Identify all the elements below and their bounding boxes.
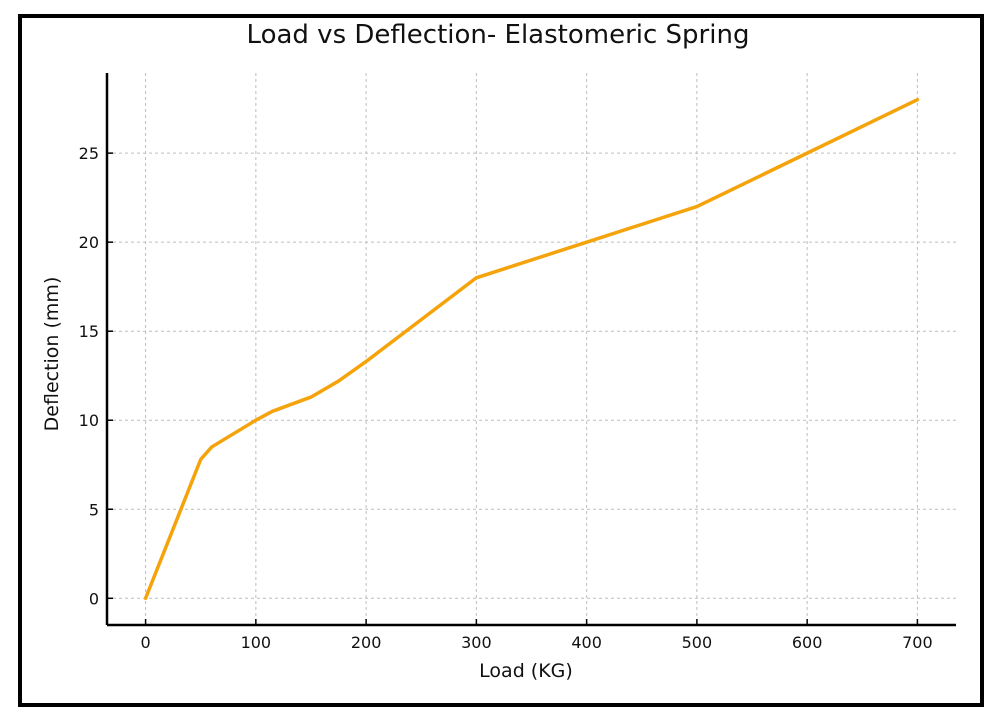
y-tick-label: 15 [79, 322, 99, 341]
x-tick-label: 400 [571, 633, 602, 652]
x-tick-label: 100 [241, 633, 272, 652]
axes [105, 73, 956, 627]
y-tick-label: 20 [79, 233, 99, 252]
x-tick-labels: 0 100 200 300 400 500 600 700 [140, 633, 932, 652]
x-tick-label: 300 [461, 633, 492, 652]
x-tick-label: 0 [140, 633, 150, 652]
y-tick-label: 25 [79, 144, 99, 163]
x-axis-label: Load (KG) [479, 660, 573, 682]
x-tick-label: 600 [792, 633, 823, 652]
y-tick-label: 10 [79, 411, 99, 430]
grid-lines [107, 73, 956, 625]
y-tick-label: 5 [89, 500, 99, 519]
x-tick-label: 200 [351, 633, 382, 652]
x-tick-label: 700 [902, 633, 933, 652]
series-group [143, 97, 920, 601]
chart-title: Load vs Deflection- Elastomeric Spring [246, 20, 750, 50]
y-tick-labels: 0 5 10 15 20 25 [79, 144, 99, 608]
y-tick-label: 0 [89, 589, 99, 608]
x-tick-label: 500 [682, 633, 713, 652]
y-axis-label: Deflection (mm) [41, 277, 63, 432]
series-line [143, 97, 920, 601]
chart-frame [18, 14, 984, 707]
